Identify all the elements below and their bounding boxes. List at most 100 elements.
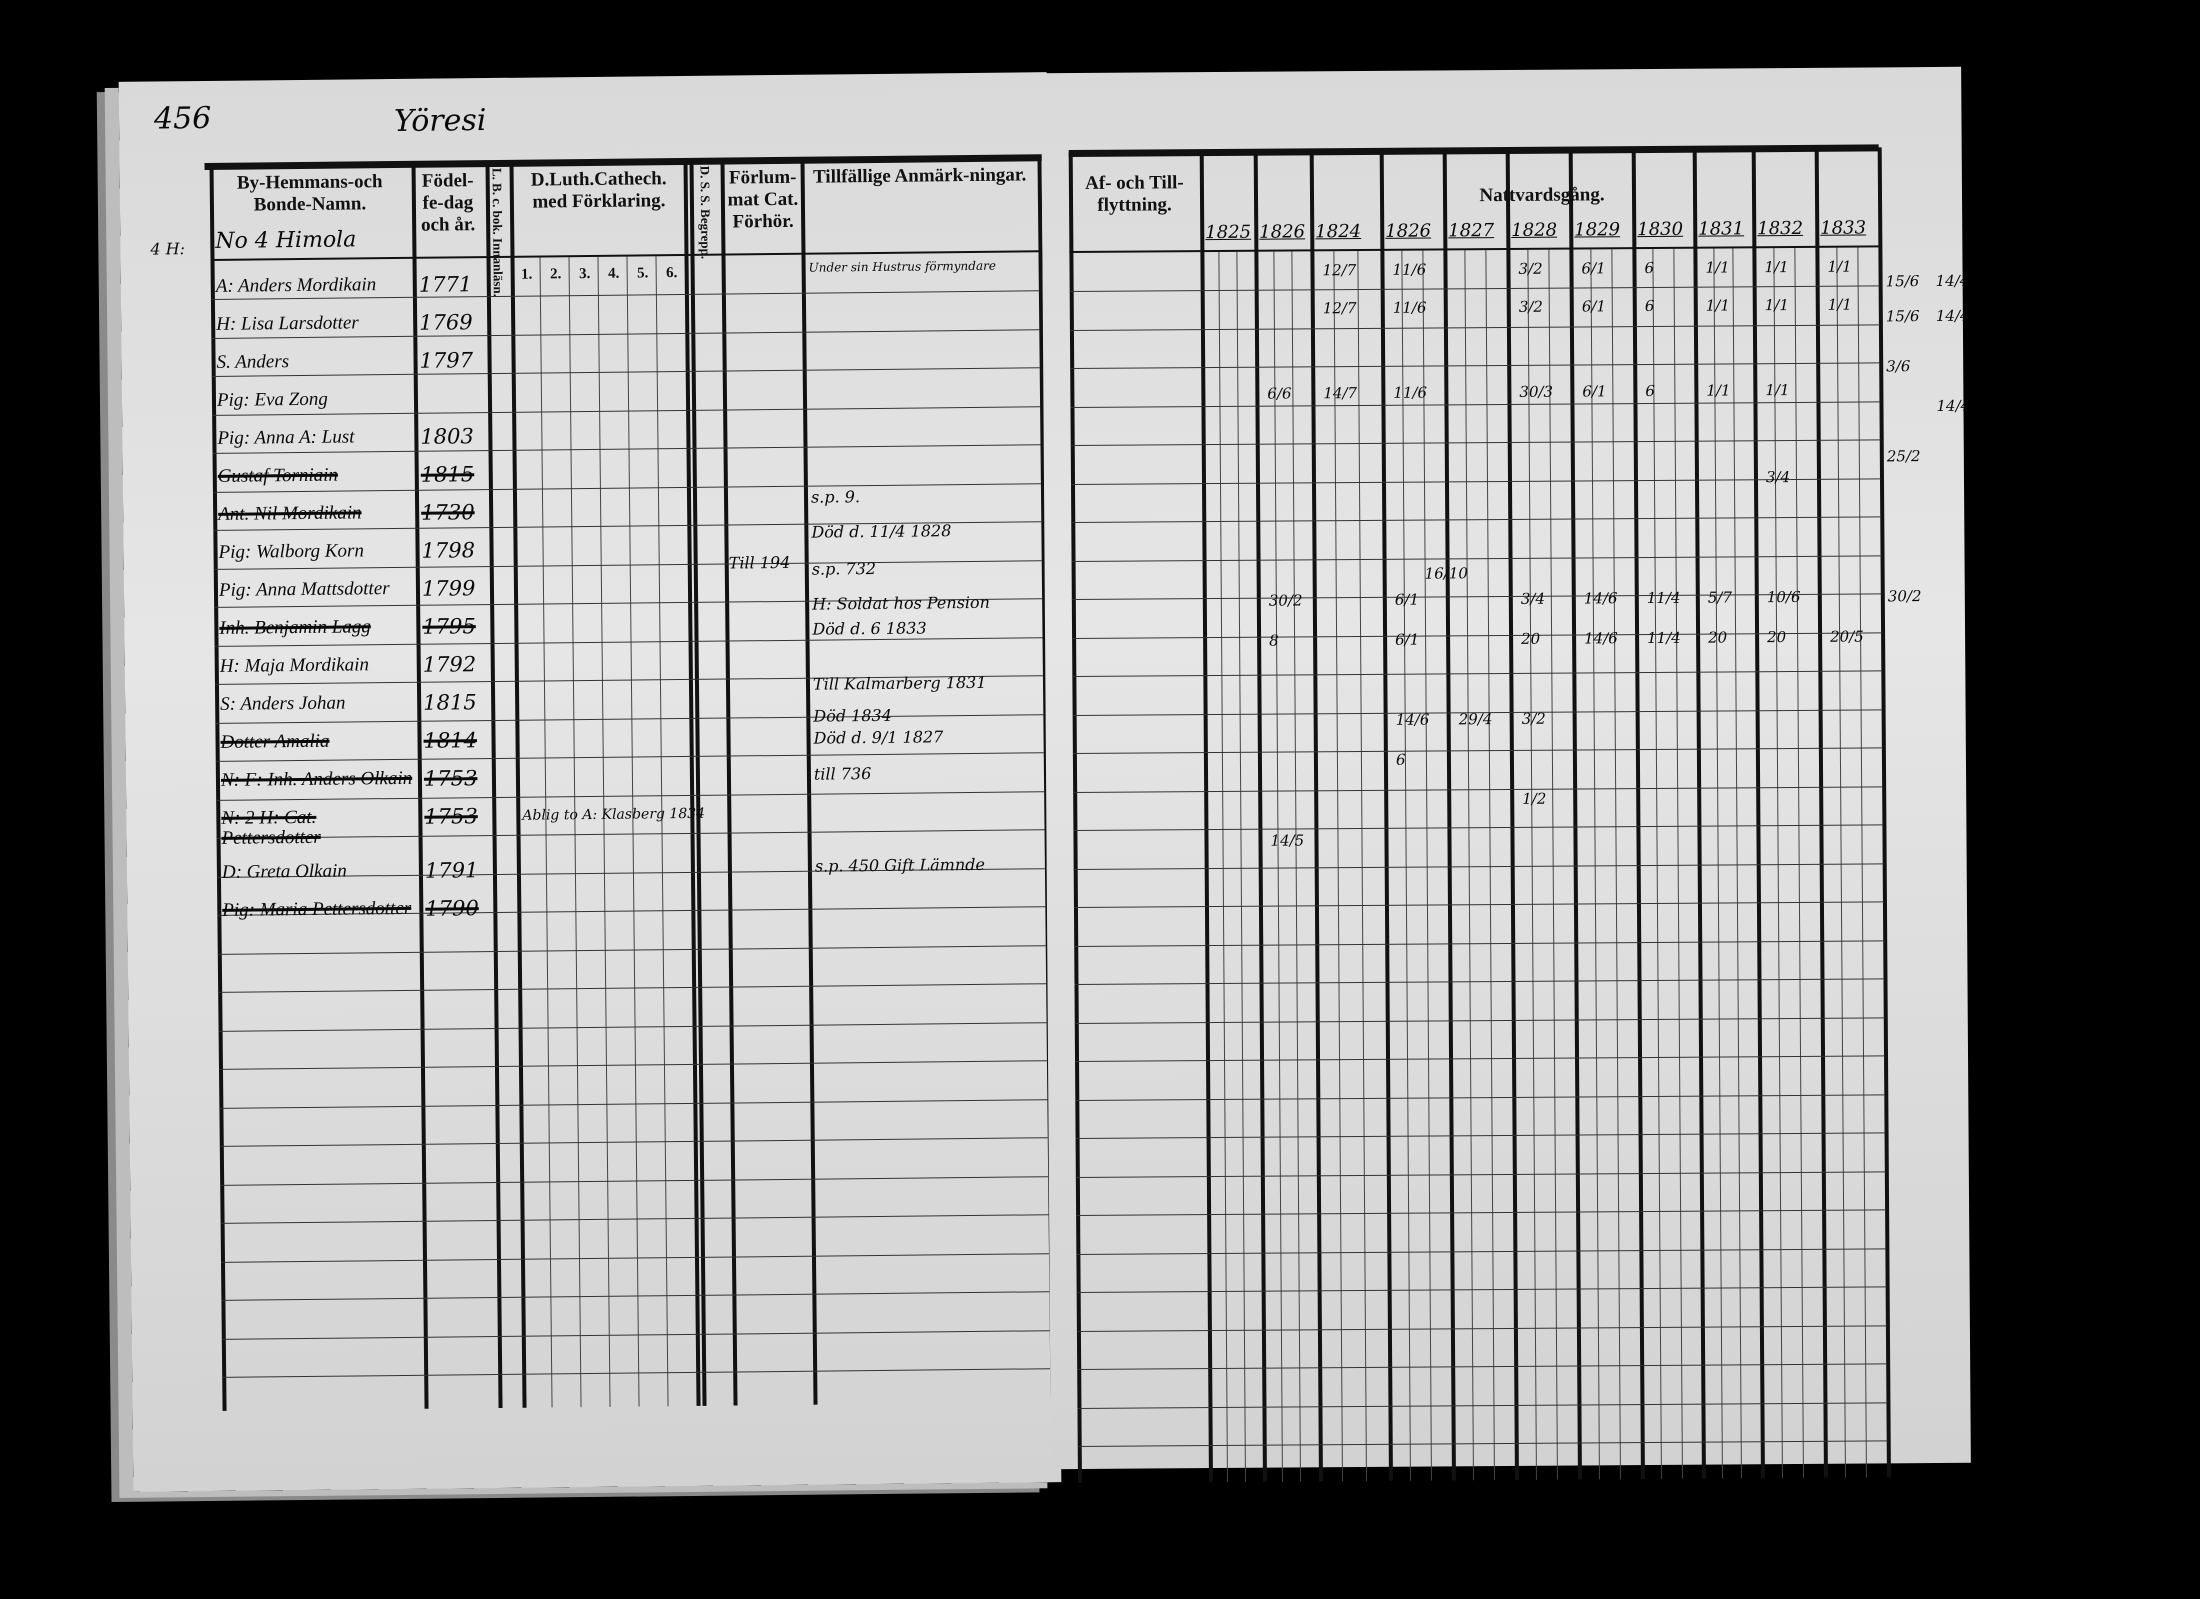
communion-mark: 3/2 <box>1518 259 1543 278</box>
column-line <box>1379 150 1393 1481</box>
communion-mark: 8 <box>1269 631 1279 650</box>
communion-mark: 1/1 <box>1827 257 1852 276</box>
entry-birth-year: 1797 <box>419 348 474 373</box>
entry-name: S. Anders <box>216 351 290 373</box>
catechism-grade: 1. <box>520 266 533 283</box>
header-communion: Nattvardsgång. <box>1479 184 1605 207</box>
year-header: 1832 <box>1757 217 1804 240</box>
margin-mark: 14/4 <box>1935 306 1970 325</box>
row-line <box>1069 285 1880 293</box>
entry-name: Ant. Nil Mordikain <box>218 502 362 525</box>
row-line <box>1072 670 1883 678</box>
row-line <box>1075 1132 1886 1140</box>
communion-mark: 3/4 <box>1765 468 1791 487</box>
communion-mark: 11/6 <box>1392 260 1427 279</box>
entry-birth-year: 1803 <box>420 424 474 449</box>
entry-birth-year: 1769 <box>419 310 473 335</box>
communion-mark: 3/2 <box>1518 297 1543 316</box>
header-name: By-Hemmans-och Bonde-Namn. <box>236 171 383 216</box>
row-line <box>1074 939 1885 947</box>
entry-name: Pig: Maria Pettersdotter <box>222 897 412 921</box>
year-header: 1827 <box>1448 220 1495 242</box>
margin-mark: 14/4 <box>1935 271 1970 290</box>
farm-heading: No 4 Himola <box>215 227 357 254</box>
margin-note: 4 H: <box>150 239 186 259</box>
row-line <box>221 1329 1050 1340</box>
column-line <box>720 160 738 1406</box>
parish-heading: Yöresi <box>393 103 487 140</box>
row-line <box>1074 1016 1885 1024</box>
year-header: 1829 <box>1574 219 1621 241</box>
row-line <box>1075 1170 1886 1178</box>
catechism-grade: 5. <box>636 265 649 282</box>
row-line <box>1075 1093 1886 1101</box>
row-line <box>216 790 1045 801</box>
column-line <box>1814 147 1828 1478</box>
year-header: 1828 <box>1511 219 1558 241</box>
entry-birth-year: 1753 <box>423 766 478 791</box>
communion-mark: 11/4 <box>1647 628 1681 648</box>
row-line <box>1076 1209 1887 1217</box>
row-line <box>219 1098 1048 1109</box>
remark: Död d. 6 1833 <box>812 618 927 639</box>
margin-mark: 15/6 <box>1885 272 1920 291</box>
communion-mark: 6/1 <box>1582 382 1607 401</box>
row-line <box>1073 901 1884 909</box>
entry-birth-year: 1798 <box>421 538 476 563</box>
row-line <box>1075 1055 1886 1063</box>
row-line <box>218 983 1047 993</box>
header-understanding: D. S. S. Begrepp. <box>697 165 714 260</box>
entry-name: Pig: Anna Mattsdotter <box>218 578 390 601</box>
row-line <box>1069 323 1880 331</box>
margin-mark: 3/6 <box>1886 357 1911 376</box>
grade-line <box>597 256 611 1407</box>
entry-list: A: Anders Mordikain 1771 H: Lisa Larsdotte… <box>119 72 1047 921</box>
row-line <box>1071 593 1882 601</box>
communion-mark: 6 <box>1644 258 1655 278</box>
catechism-grade: 2. <box>549 266 562 283</box>
right-page: Af- och Till-flyttning. Nattvardsgång. 1… <box>1041 66 1971 1484</box>
row-line <box>217 944 1046 955</box>
row-line <box>1073 862 1884 870</box>
row-line <box>221 1291 1050 1301</box>
entry-name: Pig: Anna A: Lust <box>217 426 355 449</box>
row-line <box>222 1368 1051 1378</box>
grade-line <box>539 257 553 1408</box>
row-line <box>1077 1401 1888 1409</box>
row-line <box>1073 785 1884 793</box>
communion-mark: 12/7 <box>1322 299 1357 318</box>
catechism-grade: 6. <box>665 265 678 282</box>
communion-mark: 14/5 <box>1270 831 1305 850</box>
entry-name: S: Anders Johan <box>220 692 346 715</box>
communion-mark: 1/1 <box>1764 296 1789 315</box>
communion-mark: 6/6 <box>1267 384 1292 403</box>
column-line <box>1692 148 1706 1479</box>
communion-mark: 10/6 <box>1766 587 1801 607</box>
communion-mark: 12/7 <box>1322 261 1357 280</box>
row-line <box>1076 1286 1887 1294</box>
row-line <box>215 713 1044 724</box>
communion-mark: 1/2 <box>1522 789 1547 808</box>
column-line <box>1568 149 1582 1480</box>
communion-mark: 30/2 <box>1268 591 1303 610</box>
year-header: 1824 <box>1315 220 1362 243</box>
row-line <box>1076 1324 1887 1332</box>
row-line <box>215 752 1044 762</box>
year-header: 1830 <box>1637 218 1684 241</box>
header-moving: Af- och Till-flyttning. <box>1085 172 1184 216</box>
row-line <box>1070 400 1881 408</box>
communion-mark: 11/6 <box>1393 383 1428 402</box>
column-line <box>1877 147 1891 1478</box>
communion-mark: 14/6 <box>1583 589 1618 608</box>
row-line <box>218 1021 1047 1032</box>
communion-mark: 16/10 <box>1424 564 1468 583</box>
row-line <box>220 1175 1049 1186</box>
row-line <box>1070 362 1881 370</box>
entry-birth-year: 1791 <box>424 858 479 883</box>
column-line <box>1631 149 1645 1480</box>
entry-name: A: Anders Mordikain <box>215 274 377 297</box>
entry-birth-year: 1815 <box>420 462 475 487</box>
catechism-note: Ablig to A: Klasberg 1834 <box>522 805 706 824</box>
communion-mark: 6/1 <box>1394 590 1420 609</box>
row-line <box>1072 631 1883 639</box>
